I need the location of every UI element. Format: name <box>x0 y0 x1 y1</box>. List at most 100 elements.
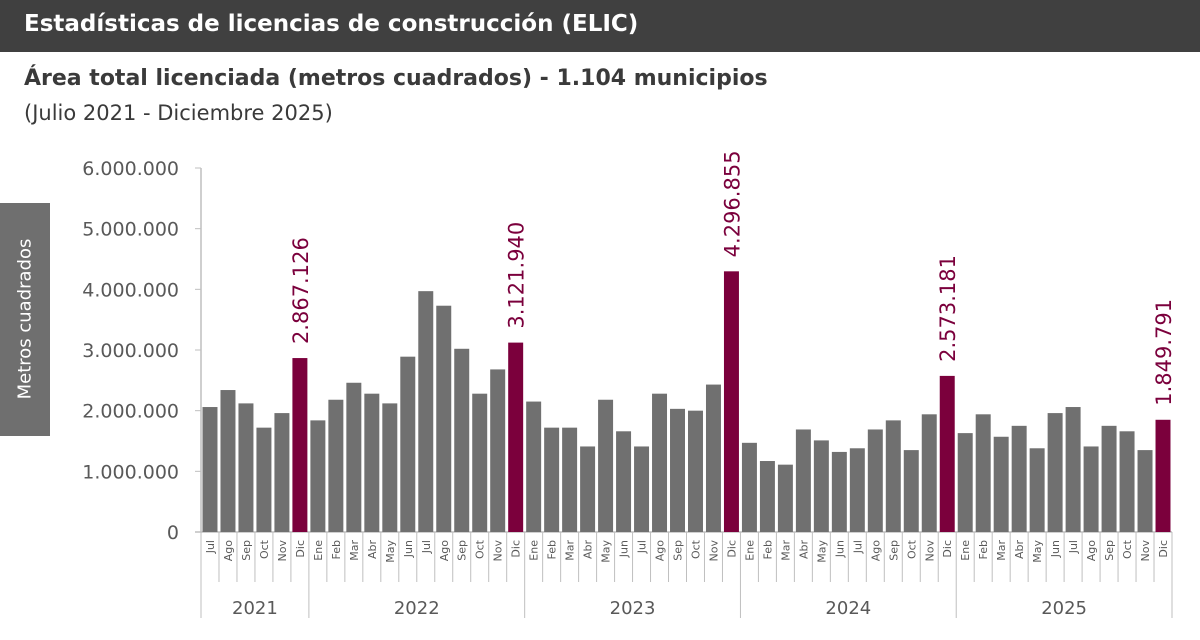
month-label: Jul <box>204 540 217 554</box>
month-label: Feb <box>546 540 559 559</box>
data-label: 2.573.181 <box>936 255 960 362</box>
month-label: Jul <box>851 540 864 554</box>
year-label: 2022 <box>394 598 440 619</box>
y-tick-label: 2.000.000 <box>82 401 179 423</box>
month-label: Mar <box>779 540 792 561</box>
bar <box>849 448 865 532</box>
bar <box>885 420 901 532</box>
bar <box>580 446 596 532</box>
month-label: Dic <box>725 540 738 558</box>
month-label: Nov <box>276 540 289 562</box>
bar <box>777 464 793 532</box>
month-label: Jun <box>618 540 631 558</box>
month-label: Dic <box>510 540 523 558</box>
month-label: Feb <box>977 540 990 559</box>
year-label: 2021 <box>232 598 278 619</box>
bar <box>256 427 272 532</box>
bar <box>705 384 721 532</box>
month-label: Jul <box>1067 540 1080 554</box>
bar <box>795 429 811 532</box>
month-label: Abr <box>1013 540 1026 560</box>
month-label: Mar <box>564 540 577 561</box>
y-tick-label: 6.000.000 <box>82 158 179 180</box>
month-label: Oct <box>689 539 702 559</box>
bar <box>759 461 775 532</box>
month-label: Nov <box>707 540 720 562</box>
month-label: Dic <box>294 540 307 558</box>
y-tick-label: 3.000.000 <box>82 340 179 362</box>
y-tick-label: 1.000.000 <box>82 461 179 483</box>
header-bar: Estadísticas de licencias de construcció… <box>0 0 1200 52</box>
bar <box>328 399 344 532</box>
bar <box>975 414 991 532</box>
month-label: Ene <box>312 540 325 561</box>
bar <box>957 433 973 532</box>
month-label: Jul <box>636 540 649 554</box>
bar <box>508 342 524 532</box>
month-label: Oct <box>258 539 271 559</box>
month-label: Ago <box>222 540 235 562</box>
bar <box>813 440 829 532</box>
month-label: Dic <box>941 540 954 558</box>
bar <box>346 382 362 532</box>
bar <box>562 427 578 532</box>
bar <box>598 399 614 532</box>
bar <box>220 390 236 532</box>
bar <box>238 403 254 532</box>
bar <box>1065 407 1081 532</box>
bar <box>364 393 380 532</box>
bar <box>688 410 703 532</box>
year-label: 2024 <box>825 598 871 619</box>
data-label: 2.867.126 <box>289 237 313 344</box>
bar <box>723 271 739 532</box>
bar <box>400 356 416 532</box>
month-label: Ene <box>959 540 972 561</box>
month-label: Nov <box>492 540 505 562</box>
month-label: May <box>384 540 397 563</box>
month-label: Sep <box>456 540 469 561</box>
bar <box>903 450 919 532</box>
y-axis-label-box: Metros cuadrados <box>0 203 50 436</box>
bar <box>1011 425 1027 532</box>
bar <box>454 348 470 532</box>
bar <box>939 375 955 532</box>
bar <box>867 429 883 532</box>
bar <box>1101 425 1117 532</box>
bar <box>1029 448 1045 532</box>
month-label: Sep <box>672 540 685 561</box>
month-label: Nov <box>1139 540 1152 562</box>
y-tick-label: 4.000.000 <box>82 279 179 301</box>
month-label: Mar <box>348 540 361 561</box>
bar <box>1119 431 1135 532</box>
month-label: Abr <box>797 540 810 560</box>
bar <box>544 427 560 532</box>
bar <box>652 393 668 532</box>
month-label: Feb <box>761 540 774 559</box>
chart-subtitle: (Julio 2021 - Diciembre 2025) <box>24 101 333 125</box>
y-tick-label: 5.000.000 <box>82 219 179 241</box>
month-label: Abr <box>366 540 379 560</box>
month-label: Ago <box>1085 540 1098 562</box>
bar <box>1047 413 1063 532</box>
bar <box>274 413 290 532</box>
month-label: Jun <box>402 540 415 558</box>
month-label: Oct <box>474 539 487 559</box>
month-label: Dic <box>1157 540 1170 558</box>
month-label: Sep <box>887 540 900 561</box>
month-label: May <box>1031 540 1044 563</box>
month-label: Jun <box>1049 540 1062 558</box>
bar <box>202 407 218 532</box>
data-label: 3.121.940 <box>505 222 529 329</box>
bar <box>1083 446 1099 532</box>
month-label: Ago <box>869 540 882 562</box>
month-label: May <box>600 540 613 563</box>
y-tick-label: 0 <box>167 522 179 544</box>
bar <box>741 442 757 532</box>
data-label: 1.849.791 <box>1152 299 1176 406</box>
bar <box>1137 450 1153 532</box>
month-label: Oct <box>1121 539 1134 559</box>
month-label: Sep <box>240 540 253 561</box>
month-label: Nov <box>923 540 936 562</box>
data-label: 4.296.855 <box>720 150 744 257</box>
